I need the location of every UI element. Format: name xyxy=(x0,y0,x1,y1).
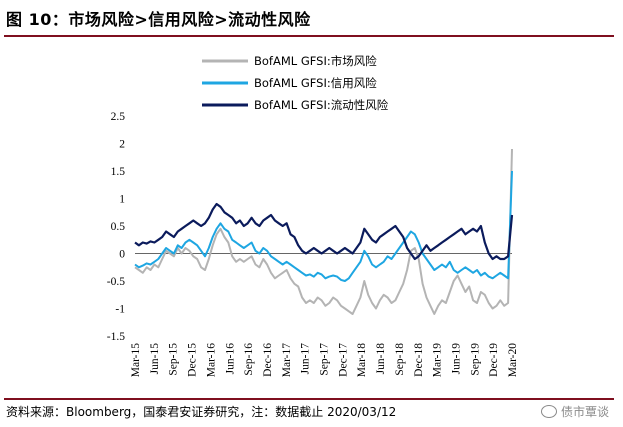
y-tick-label: 0.5 xyxy=(111,221,126,233)
y-tick-label: 1.5 xyxy=(111,166,126,178)
page-title: 图 10：市场风险>信用风险>流动性风险 xyxy=(6,10,311,29)
x-tick-label: Dec-17 xyxy=(337,343,349,377)
x-tick-label: Mar-17 xyxy=(281,343,293,378)
x-tick-label: Dec-18 xyxy=(413,343,425,377)
series-group xyxy=(134,148,514,315)
series-line-1 xyxy=(134,148,513,315)
y-tick-label: 2 xyxy=(119,139,125,151)
x-tick-label: Dec-19 xyxy=(488,343,500,377)
footer-divider xyxy=(4,398,614,400)
x-tick-label: Mar-15 xyxy=(130,343,142,378)
y-tick-label: 0 xyxy=(119,249,125,261)
y-axis: 2.5 2 1.5 1 0.5 0 -0.5 -1 -1.5 xyxy=(107,111,125,343)
x-tick-label: Sep-16 xyxy=(243,343,255,376)
legend-label-1: BofAML GFSI:市场风险 xyxy=(254,54,377,68)
series-line-3 xyxy=(134,202,514,261)
x-tick-label: Dec-15 xyxy=(187,343,199,377)
chart: 2.5 2 1.5 1 0.5 0 -0.5 -1 -1.5 Mar-15 Jun-15 Sep-1… xyxy=(107,54,519,378)
x-tick-label: Sep-19 xyxy=(469,343,481,376)
x-tick-label: Jun-15 xyxy=(149,343,161,375)
x-tick-label: Sep-15 xyxy=(168,343,180,376)
x-tick-label: Jun-19 xyxy=(450,343,462,375)
y-tick-label: -1 xyxy=(115,304,125,316)
x-tick-label: Mar-19 xyxy=(432,343,444,378)
x-tick-label: Jun-16 xyxy=(224,343,236,375)
y-tick-label: -1.5 xyxy=(107,331,125,343)
x-tick-label: Jun-17 xyxy=(300,343,312,375)
legend-label-3: BofAML GFSI:流动性风险 xyxy=(254,98,389,112)
series-line-2 xyxy=(134,170,513,282)
legend-label-2: BofAML GFSI:信用风险 xyxy=(254,76,377,90)
x-tick-label: Mar-18 xyxy=(356,343,368,378)
source-note: 资料来源：Bloomberg，国泰君安证券研究，注：数据截止 2020/03/1… xyxy=(6,405,397,419)
y-tick-label: 2.5 xyxy=(111,111,126,123)
x-tick-label: Sep-17 xyxy=(319,343,331,376)
wechat-icon xyxy=(540,405,557,418)
watermark-text: 债市覃谈 xyxy=(560,405,609,419)
legend: BofAML GFSI:市场风险 BofAML GFSI:信用风险 BofAML G… xyxy=(202,54,389,112)
x-tick-label: Sep-18 xyxy=(394,343,406,376)
y-tick-label: 1 xyxy=(119,194,125,206)
x-tick-label: Dec-16 xyxy=(262,343,274,377)
x-axis: Mar-15 Jun-15 Sep-15 Dec-15 Mar-16 Jun-16 Sep-… xyxy=(130,343,519,378)
title-divider xyxy=(4,35,614,37)
watermark: 债市覃谈 xyxy=(540,403,609,420)
x-tick-label: Jun-18 xyxy=(375,343,387,375)
y-tick-label: -0.5 xyxy=(107,276,125,288)
x-tick-label: Mar-16 xyxy=(205,343,217,378)
x-tick-label: Mar-20 xyxy=(507,343,519,378)
